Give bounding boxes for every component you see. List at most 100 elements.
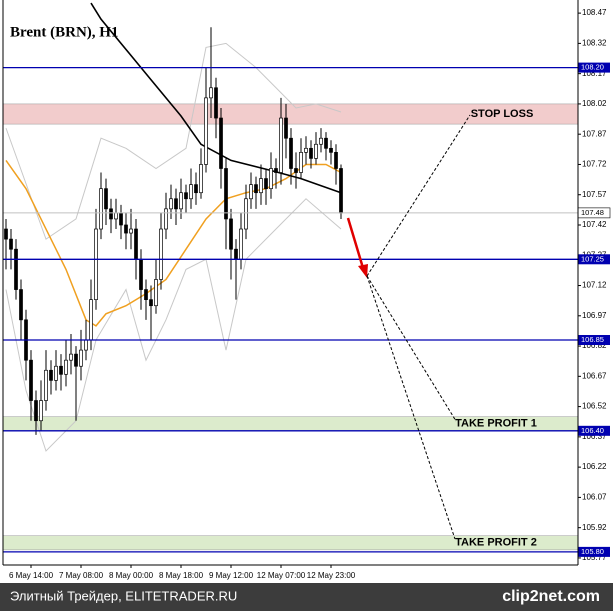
candle-body (9, 238, 13, 250)
y-tick-label: 106.52 (582, 402, 607, 411)
candle-body (74, 353, 78, 367)
x-tick-label: 12 May 23:00 (307, 571, 356, 580)
candle-body (34, 400, 38, 422)
y-tick-label: 106.97 (582, 311, 607, 320)
arrow-head (358, 264, 368, 278)
footer-bar (0, 583, 613, 611)
y-tick-label: 107.57 (582, 190, 607, 199)
y-tick-label: 106.22 (582, 462, 607, 471)
candle-body (269, 168, 273, 190)
candle-body (149, 299, 153, 307)
candle-body (274, 168, 278, 173)
candle-body (319, 137, 323, 145)
candle-body (164, 208, 168, 230)
candle-body (49, 369, 53, 381)
y-tick-label: 107.12 (582, 281, 607, 290)
candle-body (339, 168, 343, 214)
candle-body (229, 218, 233, 250)
x-tick-label: 9 May 12:00 (209, 571, 254, 580)
candle-body (129, 228, 133, 234)
forecast-arrow (346, 217, 365, 269)
level-tag (578, 335, 610, 346)
footer-logo: clip2net.com (502, 588, 600, 605)
x-tick-label: 8 May 18:00 (159, 571, 204, 580)
candle-body (289, 137, 293, 169)
level-label: 107.25 (581, 254, 604, 263)
dash-tp2 (366, 275, 456, 540)
level-tag (578, 62, 610, 73)
level-tag (578, 546, 610, 557)
indicator-line (5, 159, 342, 327)
candle-body (294, 168, 298, 173)
candle-body (254, 184, 258, 194)
candle-body (79, 349, 83, 367)
dash-tp1 (366, 275, 457, 422)
candle-body (214, 87, 218, 119)
candle-body (124, 224, 128, 234)
candle-body (299, 151, 303, 173)
candle-body (44, 369, 48, 401)
candle-body (304, 147, 308, 153)
y-tick-label: 106.82 (582, 341, 607, 350)
x-tick-label: 7 May 08:00 (59, 571, 104, 580)
candle-body (154, 279, 158, 307)
candle-body (144, 289, 148, 301)
indicator-line (5, 42, 342, 240)
y-tick-label: 108.32 (582, 38, 607, 47)
level-tag (578, 425, 610, 436)
x-tick-label: 8 May 00:00 (109, 571, 154, 580)
candle-body (64, 359, 68, 375)
chart-title: Brent (BRN), H1 (10, 24, 118, 40)
candle-body (139, 258, 143, 290)
candle-body (189, 184, 193, 200)
y-tick-label: 106.67 (582, 371, 607, 380)
zone-label: TAKE PROFIT 2 (455, 537, 537, 549)
candle-body (14, 248, 18, 290)
candle-body (109, 208, 113, 220)
candle-body (94, 228, 98, 301)
candle-body (204, 97, 208, 165)
x-tick-label: 12 May 07:00 (257, 571, 306, 580)
candle-body (54, 365, 58, 381)
candle-body (209, 87, 213, 99)
candle-body (174, 198, 178, 210)
candle-body (104, 188, 108, 210)
y-tick-label: 107.42 (582, 220, 607, 229)
level-tag (578, 254, 610, 265)
candle-body (279, 117, 283, 173)
y-tick-label: 105.77 (582, 553, 607, 562)
y-tick-label: 106.07 (582, 493, 607, 502)
y-tick-label: 107.72 (582, 160, 607, 169)
level-label: 105.80 (581, 547, 604, 556)
candle-body (119, 212, 123, 226)
candle-body (284, 117, 288, 139)
level-label: 106.40 (581, 426, 604, 435)
candle-body (59, 365, 63, 375)
candle-body (4, 228, 8, 240)
current-price-label: 107.48 (581, 208, 604, 217)
candle-body (244, 198, 248, 230)
candle-body (134, 228, 138, 260)
dashed-paths (366, 114, 471, 540)
candle-body (259, 178, 263, 194)
candle-body (234, 248, 238, 260)
candle-body (314, 143, 318, 159)
candle-body (264, 178, 268, 190)
y-tick-label: 107.87 (582, 129, 607, 138)
indicator-line (5, 198, 342, 452)
x-tick-label: 6 May 14:00 (9, 571, 54, 580)
candle-body (239, 228, 243, 260)
y-tick-label: 108.47 (582, 8, 607, 17)
candle-body (99, 188, 103, 230)
candle-body (84, 339, 88, 351)
candle-body (169, 198, 173, 210)
level-label: 108.20 (581, 63, 604, 72)
candle-body (199, 164, 203, 194)
candle-body (39, 400, 43, 422)
y-tick-label: 108.02 (582, 99, 607, 108)
candle-body (184, 192, 188, 200)
candle-body (89, 299, 93, 341)
candle-body (334, 151, 338, 169)
candle-body (309, 147, 313, 159)
